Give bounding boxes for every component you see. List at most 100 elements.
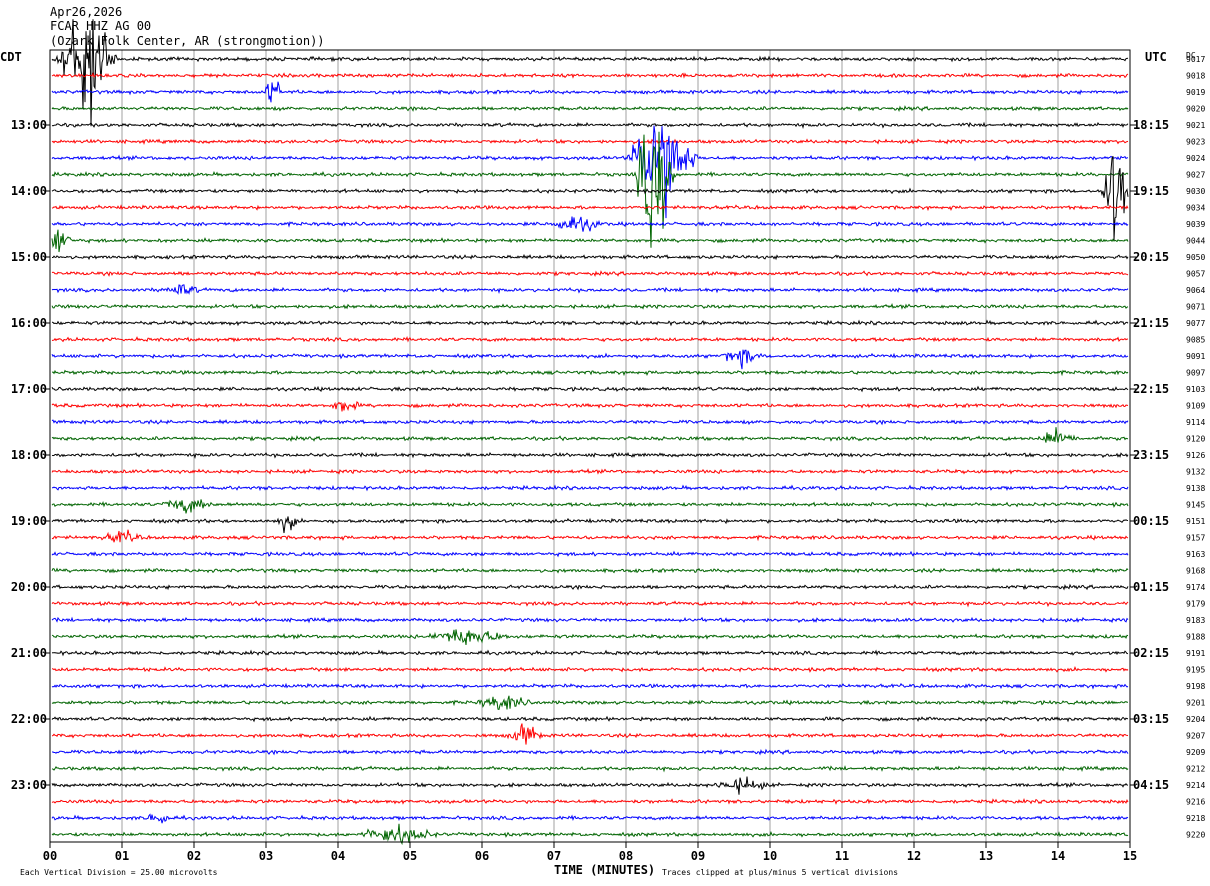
dc-offset-label: 9179 bbox=[1186, 600, 1205, 609]
x-tick-label: 00 bbox=[43, 849, 57, 863]
dc-offset-label: 9021 bbox=[1186, 121, 1205, 130]
dc-offset-label: 9023 bbox=[1186, 138, 1205, 147]
plot-axes bbox=[44, 49, 1136, 848]
dc-offset-label: 9077 bbox=[1186, 319, 1205, 328]
header-station: FCAR HHZ AG 00 bbox=[50, 19, 152, 33]
trace-row bbox=[51, 695, 1128, 710]
trace-row bbox=[51, 682, 1129, 690]
dc-offset-label: 9198 bbox=[1186, 682, 1205, 691]
dc-offset-label: 9163 bbox=[1186, 550, 1205, 559]
x-tick-label: 01 bbox=[115, 849, 129, 863]
right-timezone-label: UTC bbox=[1145, 50, 1167, 64]
trace-row bbox=[51, 270, 1129, 278]
right-hour-label: 22:15 bbox=[1133, 382, 1169, 396]
dc-offset-label: 9091 bbox=[1186, 352, 1205, 361]
trace-row bbox=[51, 823, 1129, 846]
left-hour-label: 22:00 bbox=[11, 712, 47, 726]
dc-offset-label: 9120 bbox=[1186, 435, 1205, 444]
trace-row bbox=[51, 583, 1129, 591]
x-tick-label: 12 bbox=[907, 849, 921, 863]
trace-row bbox=[51, 723, 1129, 745]
trace-row bbox=[51, 229, 1129, 253]
left-hour-label: 23:00 bbox=[11, 778, 47, 792]
trace-row bbox=[51, 131, 1129, 248]
x-tick-label: 08 bbox=[619, 849, 633, 863]
trace-row bbox=[51, 303, 1129, 310]
left-hour-label: 17:00 bbox=[11, 382, 47, 396]
dc-offset-label: 9057 bbox=[1186, 270, 1205, 279]
dc-offset-label: 9212 bbox=[1186, 765, 1205, 774]
dc-offset-label: 9030 bbox=[1186, 187, 1205, 196]
left-hour-label: 19:00 bbox=[11, 514, 47, 528]
dc-offset-label: 9020 bbox=[1186, 105, 1205, 114]
dc-offset-label: 9168 bbox=[1186, 567, 1205, 576]
dc-offset-label: 9039 bbox=[1186, 220, 1205, 229]
left-hour-label: 18:00 bbox=[11, 448, 47, 462]
trace-row bbox=[51, 284, 1129, 295]
x-tick-label: 11 bbox=[835, 849, 849, 863]
x-tick-label: 10 bbox=[763, 849, 777, 863]
seismic-traces bbox=[51, 19, 1129, 846]
dc-offset-label: 9103 bbox=[1186, 385, 1205, 394]
trace-row bbox=[51, 216, 1129, 232]
dc-offset-label: 9018 bbox=[1186, 72, 1205, 81]
dc-offset-label: 9114 bbox=[1186, 418, 1205, 427]
dc-offset-label: 9218 bbox=[1186, 814, 1205, 823]
dc-offset-label: 9151 bbox=[1186, 517, 1205, 526]
dc-offset-label: 9188 bbox=[1186, 633, 1205, 642]
trace-row bbox=[51, 499, 1129, 514]
right-hour-label: 02:15 bbox=[1133, 646, 1169, 660]
trace-row bbox=[51, 121, 1129, 129]
x-tick-label: 06 bbox=[475, 849, 489, 863]
right-hour-label: 20:15 bbox=[1133, 250, 1169, 264]
dc-offset-label: 9044 bbox=[1186, 237, 1205, 246]
dc-offset-label: 9017 bbox=[1186, 55, 1205, 64]
dc-offset-label: 9109 bbox=[1186, 402, 1205, 411]
right-hour-label: 21:15 bbox=[1133, 316, 1169, 330]
trace-row bbox=[51, 813, 1129, 824]
right-hour-label: 18:15 bbox=[1133, 118, 1169, 132]
x-tick-label: 07 bbox=[547, 849, 561, 863]
dc-offset-label: 9097 bbox=[1186, 369, 1205, 378]
dc-offset-label: 9214 bbox=[1186, 781, 1205, 790]
right-hour-label: 03:15 bbox=[1133, 712, 1169, 726]
x-tick-label: 05 bbox=[403, 849, 417, 863]
trace-row bbox=[52, 253, 1129, 261]
trace-row bbox=[51, 125, 1129, 219]
trace-row bbox=[51, 765, 1129, 773]
dc-offset-label: 9050 bbox=[1186, 253, 1205, 262]
right-hour-label: 04:15 bbox=[1133, 778, 1169, 792]
trace-row bbox=[51, 550, 1129, 558]
trace-row bbox=[51, 529, 1129, 543]
trace-row bbox=[51, 71, 1129, 79]
header-date: Apr26,2026 bbox=[50, 5, 123, 19]
dc-offset-label: 9216 bbox=[1186, 798, 1205, 807]
x-tick-label: 03 bbox=[259, 849, 273, 863]
trace-row bbox=[51, 600, 1129, 608]
trace-row bbox=[51, 369, 1129, 377]
dc-offset-label: 9019 bbox=[1186, 88, 1205, 97]
dc-offset-label: 9027 bbox=[1186, 171, 1205, 180]
trace-row bbox=[51, 400, 1129, 412]
footer-scale-note: Each Vertical Division = 25.00 microvolt… bbox=[20, 868, 218, 877]
dc-offset-label: 9064 bbox=[1186, 286, 1205, 295]
axis-labels: CDT UTC DC TIME (MINUTES) Each Vertical … bbox=[0, 50, 1205, 877]
footer-clip-note: Traces clipped at plus/minus 5 vertical … bbox=[662, 868, 898, 877]
trace-row bbox=[52, 748, 1129, 756]
plot-frame bbox=[49, 49, 1131, 843]
trace-row bbox=[51, 616, 1129, 624]
trace-row bbox=[51, 451, 1129, 459]
trace-row bbox=[51, 204, 1129, 212]
right-hour-label: 01:15 bbox=[1133, 580, 1169, 594]
trace-row bbox=[51, 468, 1129, 475]
x-tick-label: 09 bbox=[691, 849, 705, 863]
trace-row bbox=[51, 155, 1129, 241]
trace-row bbox=[51, 567, 1129, 574]
dc-offset-label: 9201 bbox=[1186, 699, 1205, 708]
trace-row bbox=[52, 484, 1129, 492]
dc-offset-label: 9191 bbox=[1186, 649, 1205, 658]
dc-offset-label: 9204 bbox=[1186, 715, 1205, 724]
trace-row bbox=[51, 516, 1129, 534]
left-hour-label: 21:00 bbox=[11, 646, 47, 660]
